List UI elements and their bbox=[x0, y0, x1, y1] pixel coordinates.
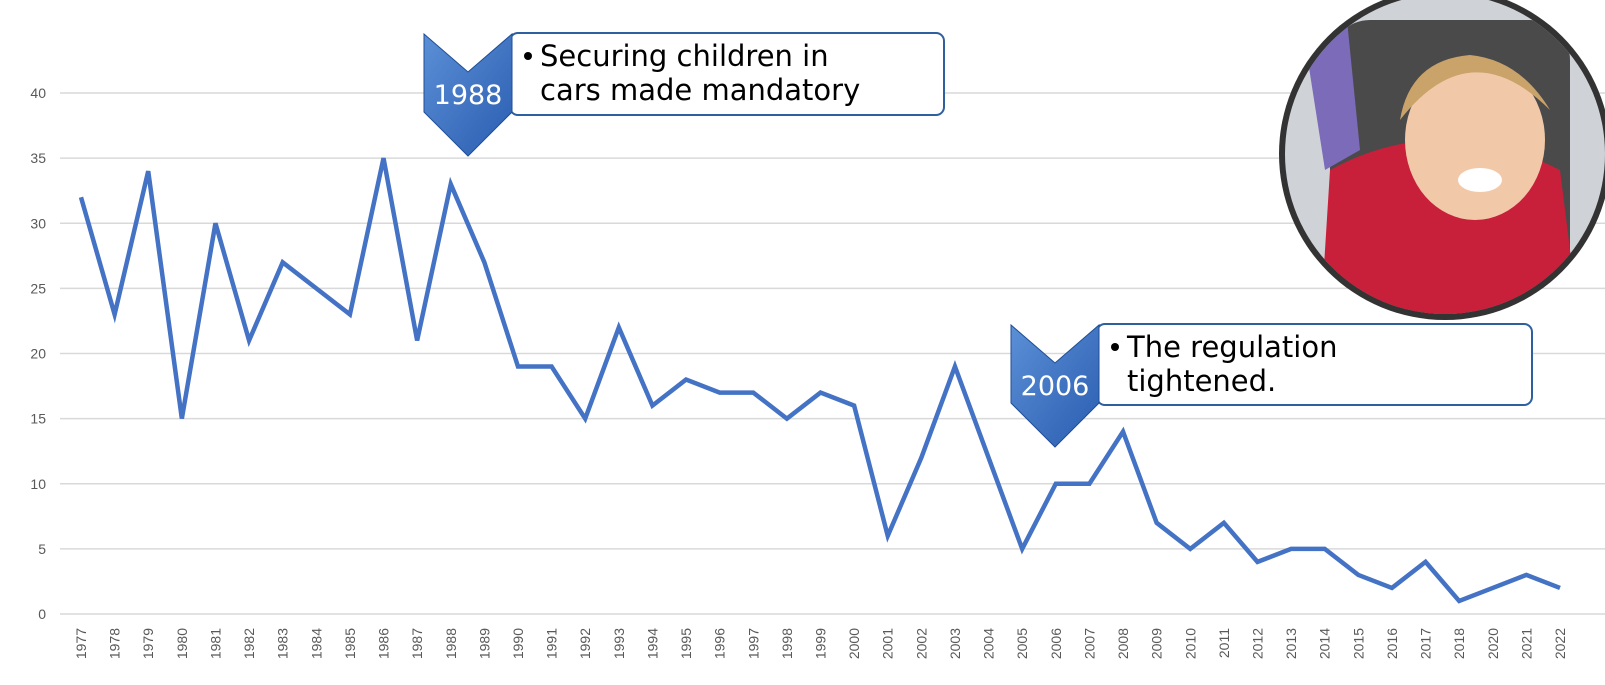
callout-text: cars made mandatory bbox=[540, 73, 860, 107]
x-tick-label: 1984 bbox=[308, 628, 324, 659]
chevron bbox=[1010, 323, 1100, 448]
callout-text: tightened. bbox=[1127, 364, 1276, 398]
x-tick-label: 2013 bbox=[1283, 628, 1299, 659]
callout-year: 1988 bbox=[434, 80, 503, 111]
x-tick-label: 2000 bbox=[846, 628, 862, 659]
x-tick-label: 1994 bbox=[644, 628, 660, 659]
x-tick-label: 1996 bbox=[712, 628, 728, 659]
callout-text: The regulation bbox=[1126, 330, 1337, 364]
y-tick-label: 25 bbox=[30, 280, 46, 296]
y-tick-label: 35 bbox=[30, 150, 46, 166]
x-tick-label: 1991 bbox=[544, 628, 560, 659]
y-tick-label: 15 bbox=[30, 411, 46, 427]
x-tick-label: 2004 bbox=[981, 628, 997, 659]
x-tick-label: 1986 bbox=[376, 628, 392, 659]
callout-text: Securing children in bbox=[540, 39, 829, 73]
x-tick-label: 1990 bbox=[510, 628, 526, 659]
y-tick-label: 0 bbox=[38, 606, 46, 622]
x-tick-label: 2011 bbox=[1216, 628, 1232, 658]
x-tick-label: 2008 bbox=[1115, 628, 1131, 659]
data-line bbox=[78, 157, 1561, 604]
x-tick-label: 2012 bbox=[1249, 628, 1265, 659]
x-tick-label: 2022 bbox=[1552, 628, 1568, 659]
y-tick-label: 20 bbox=[30, 346, 46, 362]
x-tick-label: 1982 bbox=[241, 628, 257, 659]
x-tick-label: 1992 bbox=[577, 628, 593, 659]
x-tick-label: 2020 bbox=[1485, 628, 1501, 659]
x-tick-label: 2017 bbox=[1418, 628, 1434, 659]
bullet bbox=[1111, 343, 1119, 351]
x-tick-label: 2018 bbox=[1451, 628, 1467, 659]
x-tick-label: 1985 bbox=[342, 628, 358, 659]
x-tick-label: 1980 bbox=[174, 628, 190, 659]
y-tick-label: 40 bbox=[30, 85, 46, 101]
x-tick-label: 1988 bbox=[443, 628, 459, 659]
x-tick-label: 2014 bbox=[1317, 628, 1333, 659]
x-tick-label: 1977 bbox=[73, 628, 89, 659]
x-tick-label: 2021 bbox=[1518, 628, 1534, 659]
x-tick-label: 2009 bbox=[1149, 628, 1165, 659]
callout-year: 2006 bbox=[1021, 371, 1090, 402]
x-tick-label: 1987 bbox=[409, 628, 425, 659]
x-tick-label: 2003 bbox=[947, 628, 963, 659]
x-tick-label: 1995 bbox=[678, 628, 694, 659]
chevron bbox=[423, 32, 513, 157]
x-tick-label: 2006 bbox=[1048, 628, 1064, 659]
x-tick-label: 2007 bbox=[1081, 628, 1097, 659]
x-tick-label: 2001 bbox=[880, 628, 896, 659]
x-tick-label: 2015 bbox=[1350, 628, 1366, 659]
x-tick-label: 1979 bbox=[140, 628, 156, 659]
y-tick-label: 5 bbox=[38, 541, 46, 557]
x-tick-label: 2016 bbox=[1384, 628, 1400, 659]
x-tick-label: 1983 bbox=[275, 628, 291, 659]
y-tick-label: 30 bbox=[30, 215, 46, 231]
bullet bbox=[524, 52, 532, 60]
x-tick-label: 2002 bbox=[913, 628, 929, 659]
x-tick-label: 1997 bbox=[745, 628, 761, 659]
x-tick-label: 1993 bbox=[611, 628, 627, 659]
x-tick-label: 1998 bbox=[779, 628, 795, 659]
x-tick-label: 1999 bbox=[813, 628, 829, 659]
y-tick-label: 10 bbox=[30, 476, 46, 492]
x-tick-label: 1981 bbox=[207, 628, 223, 659]
x-tick-label: 2010 bbox=[1182, 628, 1198, 659]
x-tick-label: 1989 bbox=[476, 628, 492, 659]
x-tick-label: 2005 bbox=[1014, 628, 1030, 659]
x-tick-label: 1978 bbox=[107, 628, 123, 659]
photo bbox=[1279, 0, 1605, 320]
